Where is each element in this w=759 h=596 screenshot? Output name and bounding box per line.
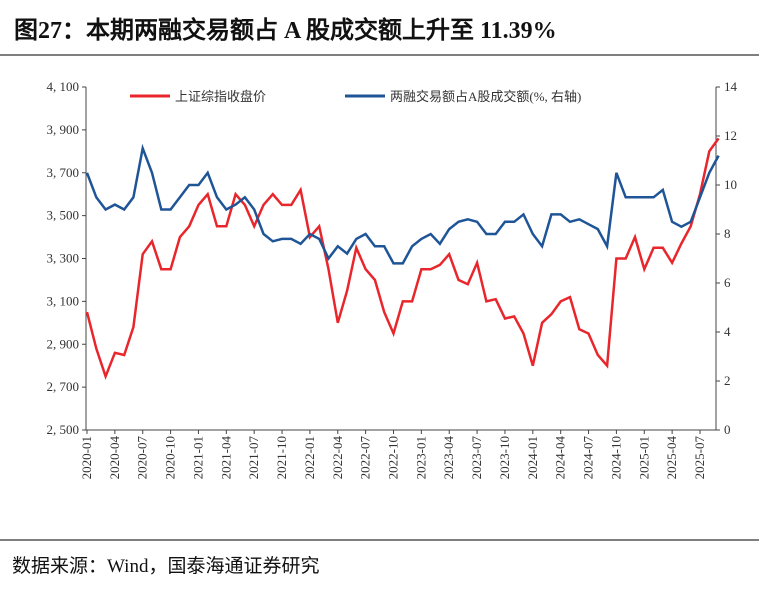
x-tick-label: 2020-10: [163, 436, 178, 479]
x-tick-label: 2022-07: [358, 436, 373, 480]
x-tick-label: 2023-10: [497, 436, 512, 479]
y2-tick-label: 6: [724, 275, 731, 290]
x-tick-label: 2023-01: [413, 436, 428, 479]
x-tick-label: 2021-04: [218, 436, 233, 480]
y-tick-label: 2, 900: [47, 336, 80, 351]
x-tick-label: 2024-10: [608, 436, 623, 479]
x-tick-label: 2020-04: [107, 436, 122, 480]
x-tick-label: 2022-10: [386, 436, 401, 479]
y2-tick-label: 0: [724, 422, 731, 437]
series-line: [85, 143, 720, 265]
legend-label: 上证综指收盘价: [175, 89, 266, 104]
x-tick-label: 2021-07: [246, 436, 261, 480]
chart-title: 图27：本期两融交易额占 A 股成交额上升至 11.39%: [14, 16, 557, 44]
x-tick-label: 2025-01: [636, 436, 651, 479]
x-tick-label: 2024-07: [581, 436, 596, 480]
x-tick-label: 2020-07: [135, 436, 150, 480]
legend-label: 两融交易额占A股成交额(%, 右轴): [390, 89, 581, 104]
y2-tick-label: 4: [724, 324, 731, 339]
x-tick-label: 2023-04: [441, 436, 456, 480]
source: 数据来源：Wind，国泰海通证券研究: [12, 555, 319, 577]
x-tick-label: 2025-04: [664, 436, 679, 480]
y-tick-label: 3, 900: [47, 122, 80, 137]
x-tick-label: 2023-07: [469, 436, 484, 480]
y-tick-label: 3, 300: [47, 251, 80, 266]
x-tick-label: 2021-10: [274, 436, 289, 479]
x-tick-label: 2024-04: [553, 436, 568, 480]
x-tick-label: 2025-07: [692, 436, 707, 480]
y2-tick-label: 12: [724, 128, 737, 143]
y-tick-label: 2, 500: [47, 422, 80, 437]
y2-tick-label: 2: [724, 373, 731, 388]
x-tick-label: 2022-04: [330, 436, 345, 480]
series-line: [85, 137, 720, 381]
y-tick-label: 3, 500: [47, 208, 80, 223]
y-tick-label: 3, 700: [47, 165, 80, 180]
x-tick-label: 2022-01: [302, 436, 317, 479]
y-tick-label: 4, 100: [47, 79, 80, 94]
y-tick-label: 2, 700: [47, 379, 80, 394]
y2-tick-label: 8: [724, 226, 731, 241]
x-tick-label: 2024-01: [525, 436, 540, 479]
x-tick-label: 2020-01: [79, 436, 94, 479]
y2-tick-label: 10: [724, 177, 737, 192]
y-tick-label: 3, 100: [47, 293, 80, 308]
y2-tick-label: 14: [724, 79, 738, 94]
x-tick-label: 2021-01: [190, 436, 205, 479]
